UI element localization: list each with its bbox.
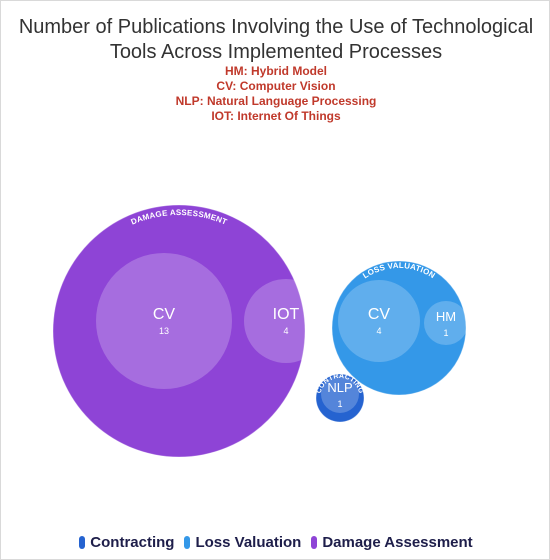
legend-item-damage-assessment[interactable]: Damage Assessment bbox=[311, 534, 473, 551]
bubble-label-loss-valuation-hm: HM bbox=[436, 309, 456, 324]
legend-label-contracting: Contracting bbox=[90, 534, 175, 551]
legend-swatch-loss-valuation bbox=[184, 536, 191, 549]
bubble-value-loss-valuation-hm: 1 bbox=[443, 328, 448, 338]
legend-item-contracting[interactable]: Contracting bbox=[79, 534, 174, 551]
bubble-value-damage-assessment-iot: 4 bbox=[283, 326, 288, 336]
legend-item-loss-valuation[interactable]: Loss Valuation bbox=[184, 534, 301, 551]
bubble-damage-assessment-cv bbox=[96, 253, 232, 389]
bubble-damage-assessment-iot bbox=[244, 279, 328, 363]
abbreviation-nlp: NLP: Natural Language Processing bbox=[175, 94, 377, 108]
legend-label-loss-valuation: Loss Valuation bbox=[195, 534, 302, 551]
group-contracting: CONTRACTINGNLP1 bbox=[315, 373, 365, 423]
legend-swatch-damage-assessment bbox=[311, 536, 318, 549]
legend-swatch-contracting bbox=[79, 536, 86, 549]
bubble-label-loss-valuation-cv: CV bbox=[368, 306, 391, 323]
legend-label-damage-assessment: Damage Assessment bbox=[322, 534, 473, 551]
bubble-label-damage-assessment-cv: CV bbox=[153, 306, 176, 323]
chart-title-line-1: Number of Publications Involving the Use… bbox=[18, 16, 534, 38]
chart-title: Number of Publications Involving the Use… bbox=[1, 15, 549, 65]
bubble-value-damage-assessment-cv: 13 bbox=[159, 326, 169, 336]
abbreviation-cv: CV: Computer Vision bbox=[216, 79, 336, 93]
bubble-value-loss-valuation-cv: 4 bbox=[376, 326, 381, 336]
abbreviation-iot: IOT: Internet Of Things bbox=[211, 109, 341, 123]
abbreviation-hm: HM: Hybrid Model bbox=[225, 64, 327, 78]
chart-title-line-2: Tools Across Implemented Processes bbox=[109, 41, 443, 63]
group-bubble-damage-assessment bbox=[52, 204, 306, 458]
bubble-label-contracting-nlp: NLP bbox=[327, 380, 352, 395]
bubble-contracting-nlp bbox=[321, 375, 359, 413]
bubble-loss-valuation-hm bbox=[424, 301, 468, 345]
legend: Contracting Loss Valuation Damage Assess… bbox=[1, 534, 549, 551]
bubble-value-contracting-nlp: 1 bbox=[337, 399, 342, 409]
group-bubble-loss-valuation bbox=[331, 260, 467, 396]
group-bubble-contracting bbox=[315, 373, 365, 423]
bubble-loss-valuation-cv bbox=[338, 280, 420, 362]
bubble-label-damage-assessment-iot: IOT bbox=[273, 306, 300, 323]
abbreviation-key: HM: Hybrid Model CV: Computer Vision NLP… bbox=[1, 64, 549, 124]
